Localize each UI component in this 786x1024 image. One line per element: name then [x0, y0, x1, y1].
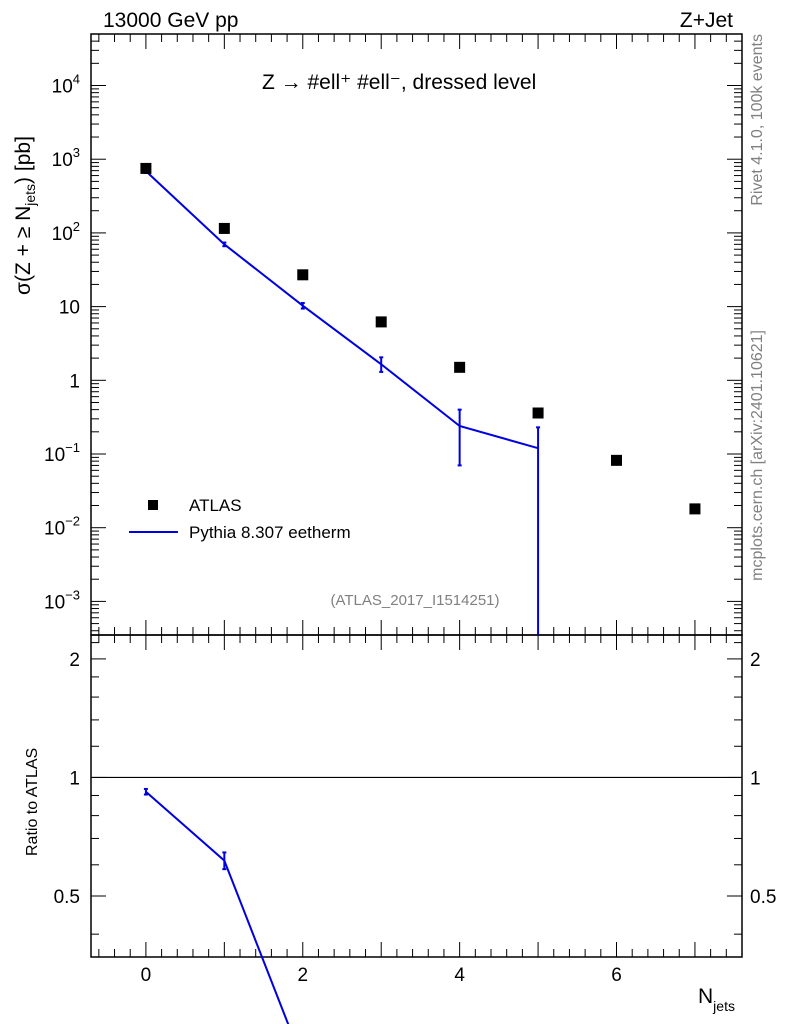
x-tick-label: 4	[454, 965, 465, 986]
y-tick-label: 10−2	[44, 514, 80, 540]
x-tick-label: 0	[141, 965, 152, 986]
ratio-tick-label-left: 0.5	[54, 887, 80, 908]
atlas-data-point	[297, 269, 308, 280]
ratio-tick-label-left: 1	[69, 768, 80, 789]
atlas-data-point	[140, 163, 151, 174]
atlas-data-point	[611, 455, 622, 466]
pythia-series	[144, 169, 540, 635]
atlas-data-point	[533, 408, 544, 419]
ratio-pythia-line	[146, 792, 303, 1024]
y-tick-label: 104	[52, 72, 80, 98]
legend-label-pythia: Pythia 8.307 eetherm	[189, 523, 351, 542]
y-tick-label: 10	[59, 298, 80, 319]
pythia-line	[146, 171, 538, 448]
ratio-tick-label-right: 0.5	[750, 887, 776, 908]
y-tick-label: 10−3	[44, 587, 80, 613]
ratio-tick-label-right: 1	[750, 768, 761, 789]
y-tick-label: 103	[52, 145, 80, 171]
ratio-tick-label-right: 2	[750, 650, 761, 671]
mcplots-credit-label: mcplots.cern.ch [arXiv:2401.10621]	[749, 330, 766, 581]
ratio-pythia-series	[144, 789, 303, 1024]
chart-canvas: 13000 GeV pp Z+Jet Rivet 4.1.0, 100k eve…	[0, 0, 786, 1024]
atlas-data-point	[454, 362, 465, 373]
rivet-version-label: Rivet 4.1.0, 100k events	[749, 34, 766, 206]
ratio-y-axis-label: Ratio to ATLAS	[24, 748, 41, 856]
atlas-data-point	[689, 503, 700, 514]
ratio-y-ticks	[91, 643, 742, 935]
ratio-y-tick-labels: 0.5 0.5 1 1 2 2	[54, 650, 777, 908]
y-tick-label: 10−1	[44, 440, 80, 466]
y-tick-label: 102	[52, 219, 80, 245]
x-axis-label: Njets	[698, 985, 735, 1014]
ratio-tick-label-left: 2	[69, 650, 80, 671]
header-energy: 13000 GeV pp	[103, 9, 238, 32]
legend-label-atlas: ATLAS	[189, 496, 242, 515]
analysis-watermark: (ATLAS_2017_I1514251)	[330, 592, 499, 609]
ratio-plot-frame	[91, 635, 742, 957]
x-tick-label: 2	[297, 965, 308, 986]
legend-marker-atlas	[148, 500, 158, 510]
main-plot-frame	[91, 34, 742, 635]
main-y-axis-label: σ(Z + ≥ Njets) [pb]	[12, 136, 38, 295]
atlas-data-point	[376, 316, 387, 327]
main-y-tick-labels: 10410310210110−110−210−3	[44, 72, 80, 614]
x-tick-labels: 0 2 4 6	[141, 965, 622, 986]
x-tick-label: 6	[611, 965, 622, 986]
header-process: Z+Jet	[680, 9, 733, 32]
atlas-series	[140, 163, 700, 514]
atlas-data-point	[219, 223, 230, 234]
y-tick-label: 1	[69, 371, 80, 392]
plot-title: Z → #ell⁺ #ell⁻, dressed level	[262, 71, 536, 94]
